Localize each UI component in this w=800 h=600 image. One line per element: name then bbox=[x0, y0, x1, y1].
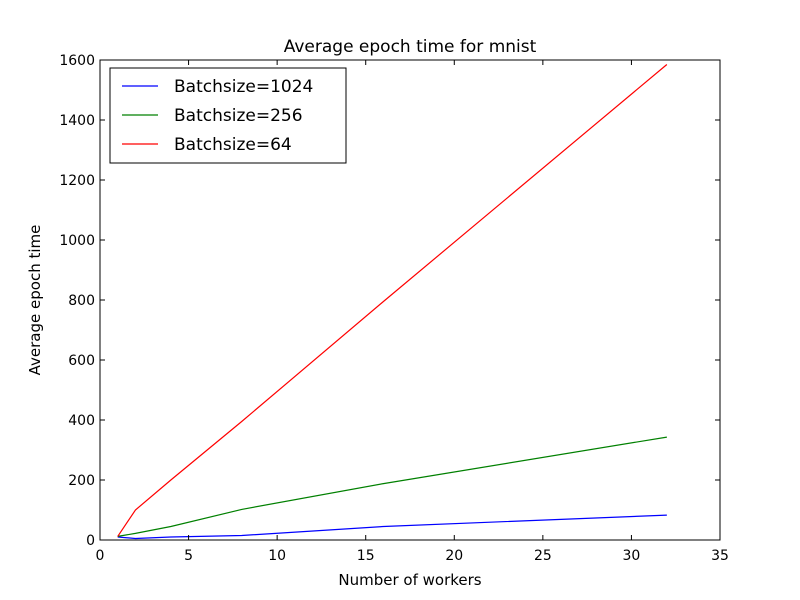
ticks: 0 5 10 15 20 25 30 35 0 200 400 600 800 1000 1200 1400 1… bbox=[59, 53, 729, 564]
y-axis-label: Average epoch time bbox=[26, 225, 44, 376]
legend-label-1: Batchsize=256 bbox=[174, 106, 303, 126]
x-tick-label-6: 30 bbox=[623, 548, 641, 564]
series-line-2 bbox=[117, 64, 668, 537]
series-line-0 bbox=[117, 514, 667, 540]
y-tick-label-6: 1200 bbox=[59, 173, 95, 189]
series-line-1 bbox=[117, 436, 667, 537]
y-tick-label-4: 800 bbox=[68, 293, 95, 309]
legend: Batchsize=1024 Batchsize=256 Batchsize=64 bbox=[109, 67, 347, 164]
y-tick-label-3: 600 bbox=[68, 353, 95, 369]
legend-label-2: Batchsize=64 bbox=[174, 135, 292, 155]
y-tick-label-0: 0 bbox=[86, 533, 95, 549]
y-tick-label-1: 200 bbox=[68, 473, 95, 489]
legend-label-0: Batchsize=1024 bbox=[174, 77, 313, 97]
x-tick-label-1: 5 bbox=[184, 548, 193, 564]
x-tick-label-2: 10 bbox=[268, 548, 286, 564]
plot-lines bbox=[117, 64, 668, 540]
x-tick-label-3: 15 bbox=[357, 548, 375, 564]
x-axis-label: Number of workers bbox=[338, 571, 481, 589]
y-tick-label-5: 1000 bbox=[59, 233, 95, 249]
y-tick-label-7: 1400 bbox=[59, 113, 95, 129]
x-tick-label-5: 25 bbox=[534, 548, 552, 564]
x-tick-label-0: 0 bbox=[96, 548, 105, 564]
x-tick-label-7: 35 bbox=[711, 548, 729, 564]
y-tick-label-2: 400 bbox=[68, 413, 95, 429]
chart-title: Average epoch time for mnist bbox=[284, 37, 537, 57]
x-tick-label-4: 20 bbox=[445, 548, 463, 564]
y-tick-label-8: 1600 bbox=[59, 53, 95, 69]
